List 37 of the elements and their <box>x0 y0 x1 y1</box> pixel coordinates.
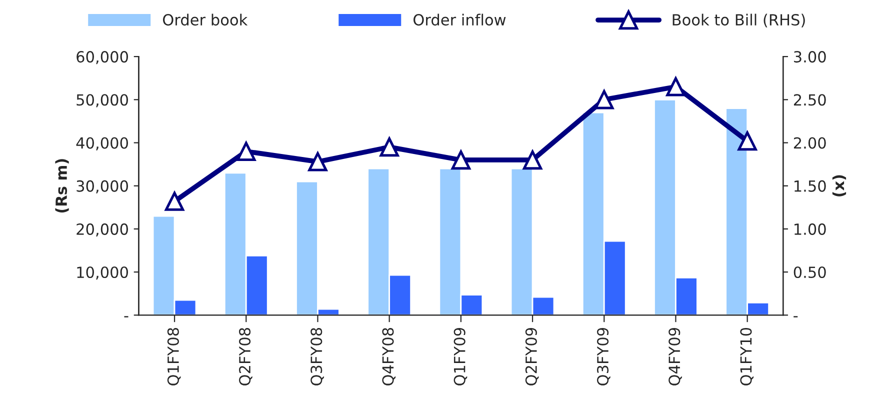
y-tick-label: 60,000 <box>76 51 128 64</box>
y2-tick-label: 0.50 <box>794 266 826 278</box>
x-tick-label: Q1FY10 <box>740 328 754 386</box>
y2-tick-label: 2.50 <box>794 94 826 106</box>
y-axis-title: (Rs m) <box>55 159 69 213</box>
point <box>164 192 184 211</box>
y2-tick-label: 1.00 <box>794 223 826 235</box>
y-tick-label: 30,000 <box>76 180 128 194</box>
y2-tick-label: 3.00 <box>794 51 826 63</box>
y2-tick-label: - <box>794 316 798 318</box>
y2-axis-title: (x) <box>832 175 846 196</box>
legend-label: Book to Bill (RHS) <box>672 14 805 28</box>
point <box>308 152 328 172</box>
point <box>451 150 471 170</box>
x-tick-label: Q3FY08 <box>310 328 324 386</box>
y-tick-label: 40,000 <box>76 137 128 150</box>
y2-tick-label: 1.50 <box>794 180 826 192</box>
y-tick-label: 10,000 <box>77 266 128 280</box>
y-tick-label: 20,000 <box>76 223 128 237</box>
legend-label: Order book <box>162 14 248 26</box>
point <box>236 142 256 161</box>
point <box>594 90 614 110</box>
y2-tick-label: 2.00 <box>794 137 826 149</box>
x-tick-label: Q2FY08 <box>239 328 252 386</box>
x-tick-label: Q4FY09 <box>668 328 682 386</box>
x-tick-label: Q1FY09 <box>454 328 468 386</box>
point <box>380 137 399 157</box>
point <box>522 150 542 170</box>
point <box>666 77 686 96</box>
point <box>738 131 757 151</box>
x-tick-label: Q4FY08 <box>382 328 396 386</box>
y-tick-label: - <box>124 316 128 318</box>
x-tick-label: Q1FY08 <box>167 328 181 386</box>
x-tick-label: Q3FY09 <box>597 328 610 386</box>
legend-label: Order inflow <box>414 14 506 26</box>
y-tick-label: 50,000 <box>76 94 128 108</box>
x-tick-label: Q2FY09 <box>525 328 539 386</box>
